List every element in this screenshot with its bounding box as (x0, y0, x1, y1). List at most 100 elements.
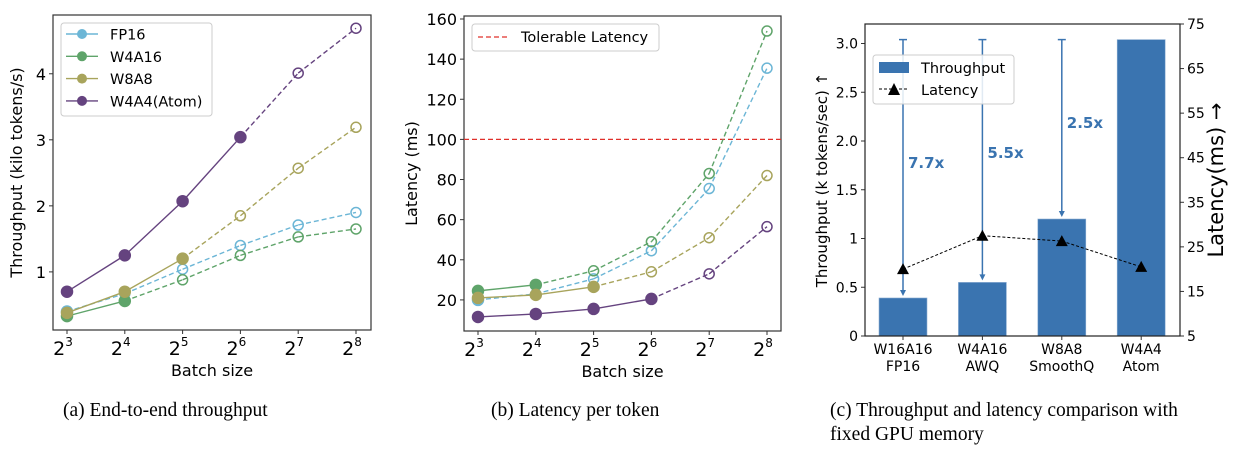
y-tick-label: 1.5 (836, 183, 858, 199)
x-tick-label: W8A8 (1041, 342, 1082, 358)
x-tick-label: W16A16 (873, 342, 932, 358)
x-tick-label: 28 (342, 335, 362, 360)
series-segment (66, 293, 126, 313)
series-segment (182, 254, 241, 281)
x-tick-label: W4A4 (1121, 342, 1162, 358)
series-w4a4atom (60, 22, 362, 298)
data-point (176, 274, 189, 286)
arrow-head (1058, 211, 1065, 217)
caption-c-line2: fixed GPU memory (830, 424, 984, 445)
series-segment (124, 258, 183, 293)
series-w4a16 (471, 25, 773, 298)
data-point (292, 231, 304, 243)
legend-label: W4A4(Atom) (110, 94, 202, 110)
y-tick-label: 20 (437, 291, 457, 310)
y-tick-label: 0.5 (836, 280, 858, 296)
series-segment (182, 215, 241, 260)
series-segment (708, 175, 768, 239)
data-point (350, 22, 362, 34)
caption-b: (b) Latency per token (491, 400, 660, 421)
y-tick-label: 0 (849, 329, 858, 345)
x-axis-label: Batch size (581, 362, 663, 381)
series-segment (477, 284, 536, 292)
x-tick-label: W4A16 (957, 342, 1007, 358)
y2-tick-label: 75 (1187, 17, 1205, 33)
y-tick-label: 3 (36, 131, 46, 150)
latency-point (897, 263, 909, 275)
legend-box (471, 23, 660, 52)
legend-label: Throughput (920, 61, 1006, 77)
arrow-head (900, 289, 906, 296)
data-point (645, 292, 658, 306)
y-tick-label: 1 (849, 232, 858, 248)
data-point (234, 210, 247, 222)
data-point (703, 167, 715, 180)
series-segment (708, 67, 768, 189)
data-point (703, 268, 715, 280)
series-segment (708, 30, 768, 174)
y-axis-label: Throughput (k tokens/sec) ↑ (813, 73, 831, 289)
x-tick-label: FP16 (886, 359, 920, 375)
data-point (350, 206, 362, 219)
y-tick-label: 60 (437, 211, 457, 230)
series-segment (477, 294, 536, 299)
chart-a-plot-frame (52, 14, 372, 331)
legend-label: W4A16 (110, 50, 162, 66)
speedup-label: 5.5x (987, 144, 1024, 162)
throughput-bar (1116, 39, 1166, 337)
series-segment (535, 308, 594, 315)
data-point (176, 194, 189, 208)
data-point (703, 231, 715, 244)
data-point (587, 280, 600, 294)
y-tick-label: 140 (426, 50, 457, 69)
legend-label: Tolerable Latency (520, 30, 649, 46)
y-tick-label: 80 (437, 171, 457, 190)
speedup-label: 2.5x (1067, 114, 1104, 132)
series-segment (239, 167, 299, 217)
legend-label: W8A8 (110, 72, 153, 88)
y-tick-label: 40 (437, 251, 457, 270)
series-segment (66, 291, 126, 314)
chart-b-plot-frame (463, 15, 782, 332)
legend-marker (77, 51, 87, 62)
y-tick-label: 4 (36, 65, 46, 84)
x-tick-label: Atom (1123, 359, 1160, 375)
chart-c-plot-frame (864, 23, 1181, 337)
data-point (118, 285, 132, 298)
series-segment (124, 268, 183, 295)
data-point (292, 67, 304, 79)
data-point (761, 220, 773, 233)
data-point (645, 266, 658, 278)
series-segment (535, 270, 594, 286)
series-segment (593, 241, 652, 272)
x-tick-label: 23 (53, 335, 73, 360)
x-tick-label: 28 (753, 336, 773, 361)
data-point (703, 182, 715, 195)
data-point (761, 62, 773, 74)
y2-tick-label: 5 (1187, 329, 1196, 345)
legend-marker (77, 95, 87, 106)
series-w8a8 (60, 121, 362, 320)
y2-tick-label: 55 (1187, 106, 1205, 122)
latency-point (976, 229, 989, 241)
data-point (761, 169, 773, 182)
data-point (471, 291, 485, 305)
series-fp16 (471, 62, 773, 307)
speedup-label: 7.7x (908, 154, 945, 172)
legend-label: Latency (921, 83, 979, 99)
y2-tick-label: 65 (1187, 62, 1205, 78)
series-segment (651, 237, 710, 273)
data-point (529, 307, 543, 321)
series-segment (66, 254, 126, 293)
series-segment (297, 126, 357, 169)
y2-tick-label: 15 (1187, 284, 1205, 300)
legend-marker (77, 73, 87, 84)
x-tick-label: 23 (464, 336, 484, 361)
x-tick-label: 25 (580, 336, 600, 361)
data-point (118, 249, 132, 262)
y-axis-label: Latency (ms) (402, 121, 421, 226)
data-point (350, 121, 362, 134)
data-point (587, 265, 600, 277)
latency-point (1135, 260, 1148, 272)
